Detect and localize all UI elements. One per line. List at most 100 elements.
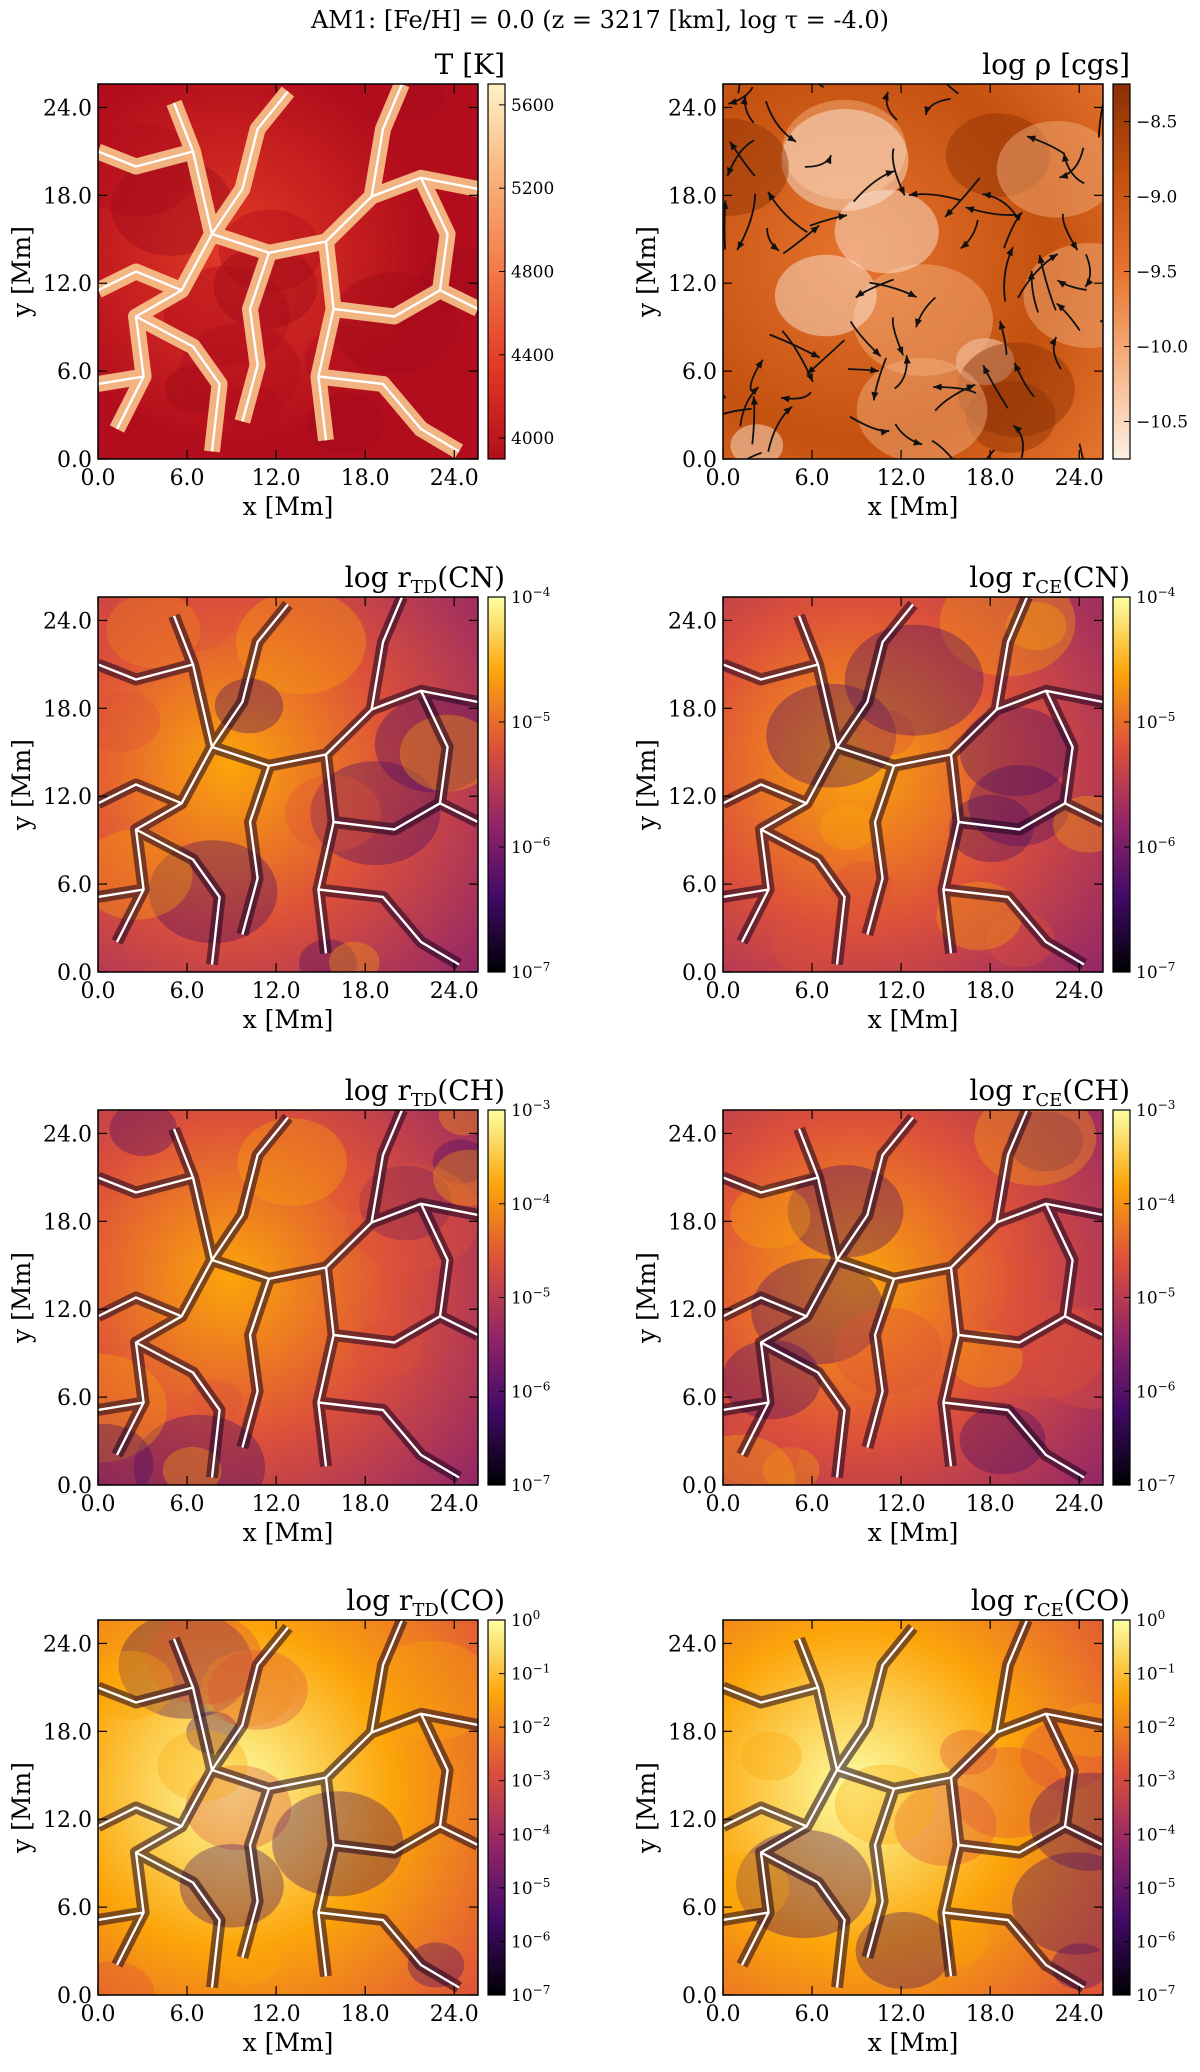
axes-frame [722,83,1104,460]
x-tick-label: 6.0 [170,2002,205,2027]
heatmap-field [723,1110,1103,1485]
temperature-contours [98,1110,478,1483]
x-axis-label: x [Mm] [243,2028,334,2057]
colorbar-tick-label: 10−5 [1136,1286,1175,1309]
x-tick-label: 6.0 [170,979,205,1004]
colorbar-tick-label: 4400 [511,346,554,366]
y-tick-label: 0.0 [682,1474,717,1499]
colorbar-tick-label: 10−4 [511,1822,551,1845]
y-tick-label: 6.0 [57,1896,92,1921]
x-tick-label: 12.0 [252,979,301,1004]
x-tick-label: 0.0 [706,1492,741,1517]
heatmap-field [98,1620,478,1995]
y-tick-label: 6.0 [682,873,717,898]
y-tick-label: 18.0 [43,184,92,209]
x-tick-label: 0.0 [706,466,741,491]
y-tick-label: 0.0 [682,448,717,473]
colorbar-tick-label: 10−4 [1136,1822,1176,1845]
colorbar-tick-label: −8.5 [1136,113,1177,133]
x-tick-label: 12.0 [877,1492,926,1517]
panel-title: log ρ [cgs] [982,48,1130,81]
x-tick-label: 12.0 [252,2002,301,2027]
colorbar-tick-label: 10−3 [511,1769,550,1792]
colorbar [1112,596,1131,973]
panel-title: log rCE(CO) [971,1584,1130,1621]
colorbar-tick-label: 10−4 [1136,1192,1176,1215]
x-tick-label: 12.0 [252,466,301,491]
x-tick-label: 0.0 [81,979,116,1004]
colorbar-tick-label: 10−5 [1136,710,1175,733]
y-tick-label: 12.0 [668,785,717,810]
y-tick-label: 0.0 [57,448,92,473]
temperature-contours [723,1620,1103,1993]
colorbar-tick-label: −10.0 [1136,338,1188,358]
x-tick-label: 6.0 [795,466,830,491]
y-axis-label: y [Mm] [7,1252,36,1344]
heatmap-field [723,1620,1103,1995]
panel-2: 0.0 6.0 12.0 18.0 24.0 0.0 6.0 12.0 18.0 24.0 x [M… [632,48,1188,521]
heatmap-cells [723,1110,1103,1485]
x-tick-label: 6.0 [795,1492,830,1517]
panel-8: 0.0 6.0 12.0 18.0 24.0 0.0 6.0 12.0 18.0 24.0 x [M… [632,1584,1176,2057]
x-tick-label: 0.0 [706,979,741,1004]
y-tick-label: 18.0 [43,697,92,722]
colorbar-tick-label: 10−6 [1136,1379,1175,1402]
x-axis-label: x [Mm] [243,1518,334,1547]
colorbar-tick-label: 10−7 [1136,1473,1175,1496]
colorbar-tick-label: 4000 [511,429,554,449]
y-tick-label: 0.0 [57,1474,92,1499]
x-tick-label: 18.0 [966,466,1015,491]
x-tick-label: 24.0 [430,2002,479,2027]
x-tick-label: 24.0 [1055,1492,1104,1517]
panel-3: 0.0 6.0 12.0 18.0 24.0 0.0 6.0 12.0 18.0 24.0 x [M… [7,561,551,1034]
x-tick-label: 12.0 [877,466,926,491]
y-tick-label: 18.0 [43,1210,92,1235]
y-tick-label: 18.0 [668,1720,717,1745]
y-tick-label: 24.0 [43,1632,92,1657]
y-axis-label: y [Mm] [632,1252,661,1344]
x-axis-label: x [Mm] [868,2028,959,2057]
panel-4: 0.0 6.0 12.0 18.0 24.0 0.0 6.0 12.0 18.0 24.0 x [M… [632,561,1176,1034]
y-tick-label: 24.0 [668,1632,717,1657]
axes-frame [97,83,479,460]
y-tick-label: 6.0 [57,1386,92,1411]
temperature-contours [723,1110,1103,1483]
x-tick-label: 12.0 [877,979,926,1004]
y-tick-label: 12.0 [668,1808,717,1833]
y-tick-label: 18.0 [43,1720,92,1745]
y-tick-label: 24.0 [668,96,717,121]
x-tick-label: 18.0 [341,979,390,1004]
x-tick-label: 24.0 [1055,2002,1104,2027]
y-tick-label: 12.0 [43,1808,92,1833]
x-tick-label: 6.0 [170,466,205,491]
panel-1: 0.0 6.0 12.0 18.0 24.0 0.0 6.0 12.0 18.0 24.0 x [M… [7,48,554,521]
x-tick-label: 18.0 [341,1492,390,1517]
x-axis-label: x [Mm] [243,1005,334,1034]
x-axis-label: x [Mm] [868,492,959,521]
y-tick-label: 24.0 [668,1122,717,1147]
y-tick-label: 24.0 [43,1122,92,1147]
colorbar-tick-label: 10−4 [511,1192,551,1215]
colorbar-tick-label: 10−1 [511,1662,550,1685]
temperature-contours [98,597,478,970]
y-axis-label: y [Mm] [632,1762,661,1854]
heatmap-field [98,84,478,459]
y-tick-label: 6.0 [57,360,92,385]
colorbar-tick-label: 4800 [511,263,554,283]
y-tick-label: 0.0 [57,961,92,986]
colorbar-tick-label: 10−5 [511,1286,550,1309]
x-tick-label: 24.0 [1055,466,1104,491]
temperature-contours [98,84,478,459]
y-tick-label: 24.0 [43,609,92,634]
colorbar-tick-label: 10−3 [511,1098,550,1121]
y-tick-label: 18.0 [668,697,717,722]
colorbar-tick-label: 10−6 [511,835,550,858]
y-tick-label: 24.0 [43,96,92,121]
panel-6: 0.0 6.0 12.0 18.0 24.0 0.0 6.0 12.0 18.0 24.0 x [M… [632,1074,1176,1547]
panel-title: log rTD(CH) [345,1074,505,1111]
y-axis-label: y [Mm] [7,1762,36,1854]
colorbar-tick-label: 10−5 [511,710,550,733]
x-tick-label: 24.0 [430,979,479,1004]
axes-frame [97,1619,479,1996]
x-tick-label: 18.0 [966,979,1015,1004]
